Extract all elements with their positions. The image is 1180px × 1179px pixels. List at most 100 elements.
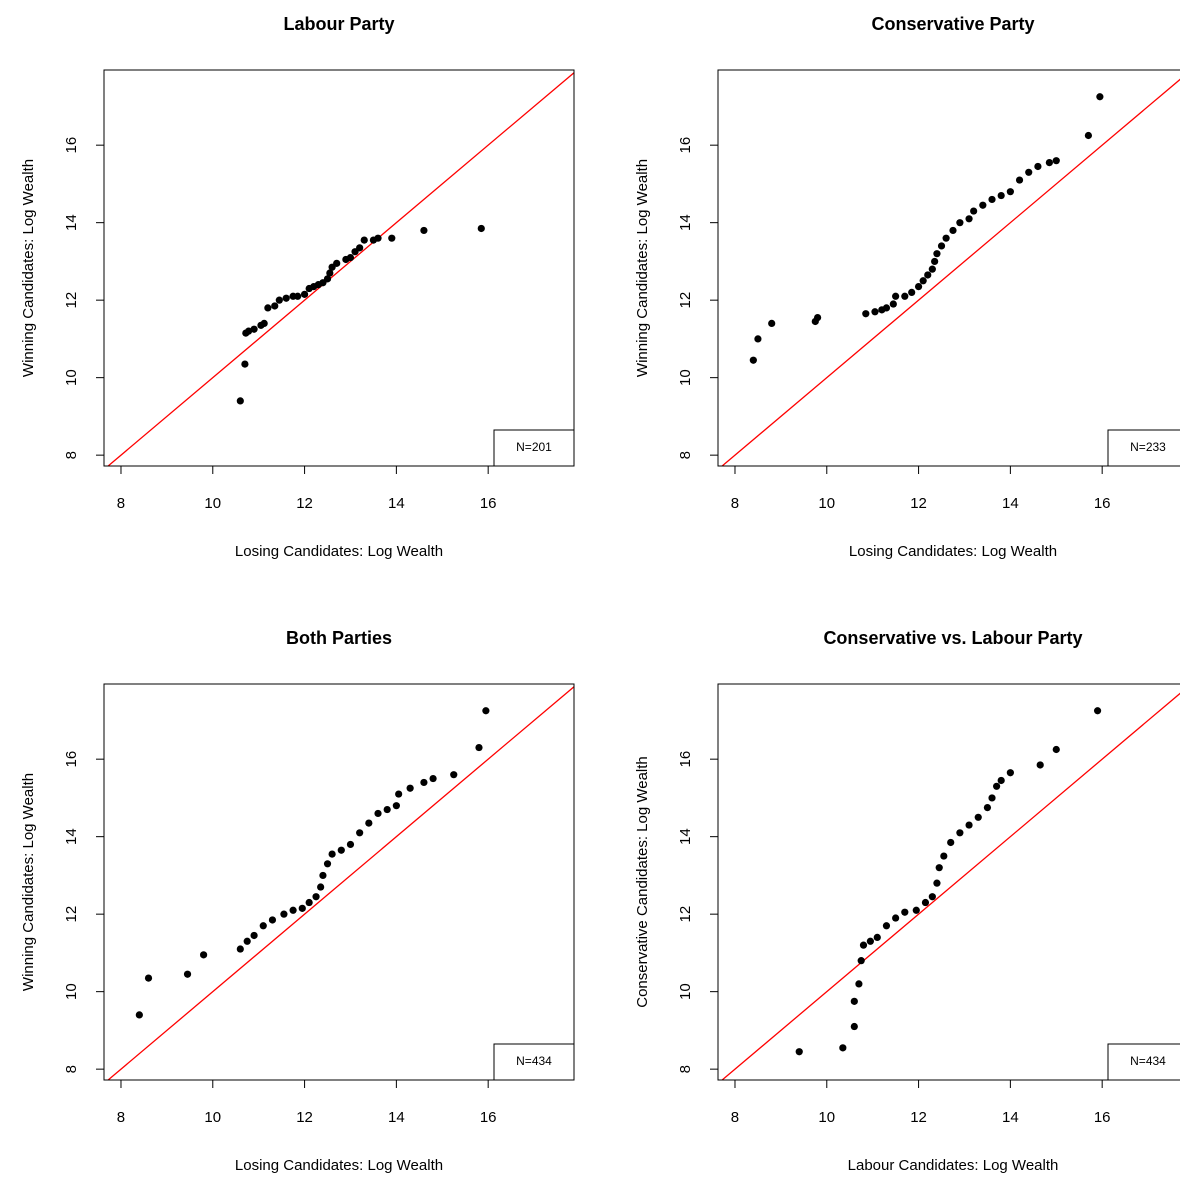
point [873,933,881,942]
panel: Both Parties Losing Candidates: Log Wealt… [20,628,575,1174]
point [365,819,373,827]
x-tick-label: 12 [910,495,927,512]
point [1052,745,1060,754]
point [199,951,208,959]
point [236,945,244,953]
point [754,335,762,343]
point [914,282,923,291]
x-tick-label: 14 [1002,495,1019,512]
x-tick-label: 10 [204,495,221,512]
x-tick-label: 16 [480,1109,497,1126]
point [250,931,258,940]
point [813,313,822,322]
point [244,327,253,335]
point [947,838,955,847]
x-axis-label: Losing Candidates: Log Wealth [235,1157,443,1174]
point [300,290,309,298]
panel: Conservative vs. Labour Party Labour Cand… [634,628,1180,1174]
point [275,296,283,304]
reference-line [721,692,1180,1080]
point [908,288,916,297]
point [388,234,396,242]
point [1006,769,1014,777]
point [319,871,327,880]
point [956,219,964,227]
point [937,242,946,250]
point [855,980,863,988]
annotation-box [493,429,575,467]
point [839,1044,847,1052]
plot-frame [717,683,1180,1081]
y-tick-label: 10 [63,983,80,1000]
point [933,250,941,258]
x-axis-label: Labour Candidates: Log Wealth [848,1157,1059,1174]
point [857,957,865,965]
point [337,846,345,854]
y-axis-label: Winning Candidates: Log Wealth [20,773,37,991]
x-tick-label: 10 [818,495,835,512]
point [1025,168,1033,176]
panel: Labour Party Losing Candidates: Log Wealt… [20,14,575,560]
point [477,224,485,233]
annotation-box [1107,429,1180,467]
point [1096,93,1104,101]
plot-frame [103,683,575,1081]
x-tick-label: 16 [1094,1109,1111,1126]
point [1006,188,1014,196]
y-tick-label: 8 [63,451,80,459]
x-tick-label: 8 [117,495,125,512]
panel: Conservative Party Losing Candidates: Log… [634,14,1180,560]
point [420,226,428,235]
point [346,253,355,262]
point [374,809,382,818]
point [317,883,325,891]
x-tick-label: 16 [480,495,497,512]
point [241,360,249,368]
point [919,277,927,285]
point [333,259,341,267]
y-tick-label: 10 [63,369,80,386]
point [862,310,870,318]
panel-title: Conservative Party [871,14,1034,34]
point [988,794,996,802]
x-tick-label: 8 [117,1109,125,1126]
point [323,275,332,283]
y-tick-label: 10 [677,369,694,386]
point [889,300,897,308]
y-tick-label: 14 [63,828,80,845]
point [1052,157,1060,165]
point [280,910,288,918]
point [298,904,306,912]
y-axis-label: Winning Candidates: Log Wealth [20,159,37,377]
annotation: N=434 [1130,1054,1166,1068]
y-tick-label: 16 [677,751,694,768]
point [942,234,950,242]
y-tick-label: 10 [677,983,694,1000]
point [974,813,982,821]
point [924,271,932,279]
point [749,356,757,364]
point [970,207,978,215]
point [997,191,1005,200]
reference-line [107,686,574,1080]
y-tick-label: 8 [63,1065,80,1073]
y-axis-label: Conservative Candidates: Log Wealth [634,756,651,1008]
point [356,244,364,252]
point [282,294,290,302]
x-tick-label: 8 [731,495,739,512]
point [268,916,277,924]
x-tick-label: 10 [818,1109,835,1126]
x-tick-label: 16 [1094,495,1111,512]
point [871,308,879,316]
point [260,319,268,328]
plot-frame [717,69,1180,467]
point [983,804,992,812]
panel-title: Conservative vs. Labour Party [823,628,1082,648]
x-tick-label: 14 [388,495,405,512]
point [475,743,483,752]
x-axis-label: Losing Candidates: Log Wealth [849,543,1057,560]
point [346,840,355,849]
point [882,922,891,930]
